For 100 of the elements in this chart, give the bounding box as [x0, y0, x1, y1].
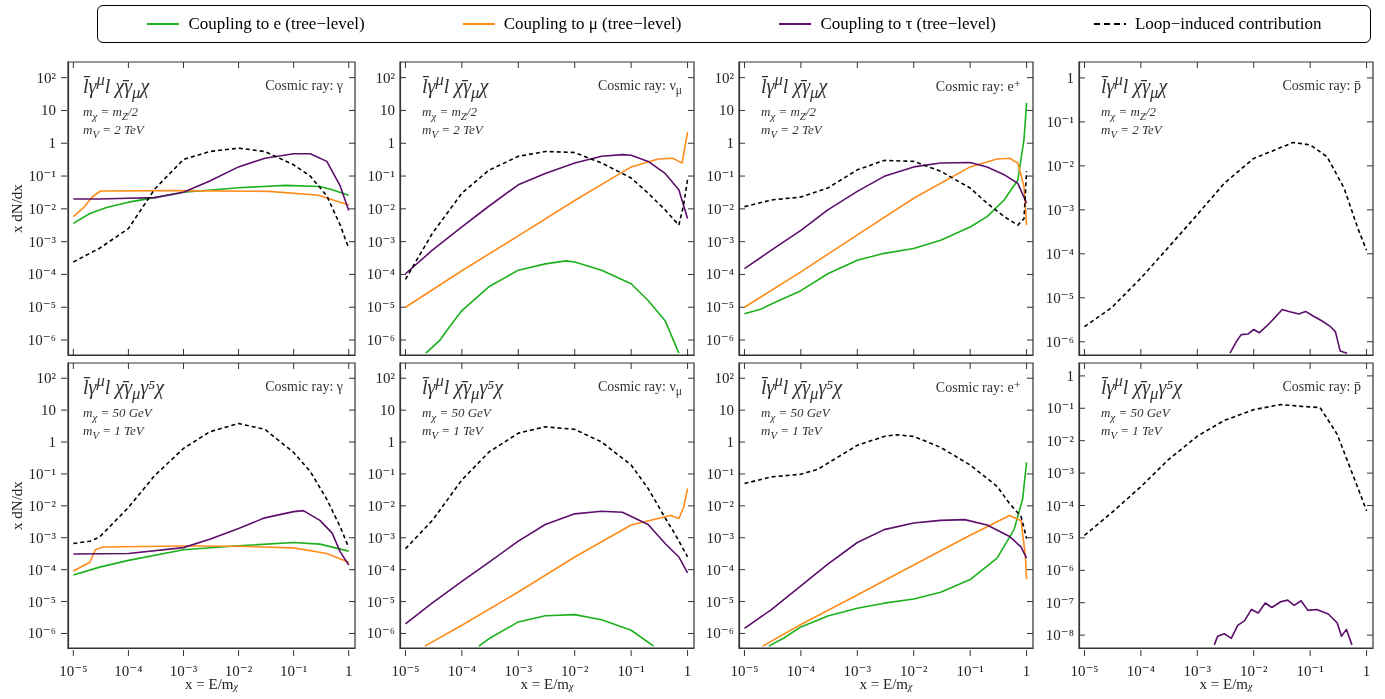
annotation: l̄γ$^{μ}$l χ̄γ$_{μ}$γ⁵χ	[761, 371, 843, 404]
y-tick-label: 10⁻⁶	[366, 625, 395, 642]
legend-label: Coupling to μ (tree−level)	[503, 14, 682, 34]
y-tick-label: 10⁻⁴	[705, 266, 734, 283]
y-tick-label: 10²	[36, 69, 57, 86]
y-tick-label: 10⁻³	[367, 529, 396, 546]
annotation: Cosmic ray: p̄	[1282, 379, 1361, 395]
y-tick-label: 10⁻²	[706, 497, 735, 514]
y-tick-label: 10⁻¹	[367, 465, 395, 482]
annotation: l̄γ$^{μ}$l χ̄γ$_{μ}$γ⁵χ	[422, 371, 504, 404]
y-tick-label: 10⁻³	[367, 233, 396, 250]
y-tick-label: 10⁻¹	[1046, 400, 1074, 417]
y-tick-label: 10	[719, 402, 734, 419]
annotation: m$_{χ}$ = 50 GeV	[761, 405, 830, 423]
y-tick-label: 10⁻⁵	[27, 593, 56, 610]
annotation: m$_{V}$ = 2 TeV	[422, 122, 483, 140]
annotation: l̄γ$^{μ}$l χ̄γ$_{μ}$χ	[422, 70, 489, 103]
y-tick-label: 10⁻⁴	[705, 561, 734, 578]
x-tick-label: 10⁻¹	[279, 662, 308, 679]
y-tick-label: 10⁻³	[1046, 201, 1075, 218]
y-tick-label: 1	[726, 135, 734, 152]
y-tick-label: 10	[719, 102, 734, 119]
y-tick-label: 10⁻³	[28, 233, 57, 250]
y-tick-label: 1	[48, 434, 56, 451]
y-tick-label: 10⁻⁶	[366, 332, 395, 349]
annotation: Cosmic ray: e⁺	[935, 379, 1021, 396]
y-tick-label: 10⁻⁶	[705, 625, 734, 642]
y-tick-label: 10⁻⁵	[705, 299, 734, 316]
x-tick-label: 10⁻⁵	[59, 662, 88, 679]
y-tick-label: 10⁻⁶	[1045, 562, 1074, 579]
y-tick-label: 10⁻⁴	[27, 266, 56, 283]
annotation: Cosmic ray: p̄	[1282, 78, 1361, 94]
y-tick-label: 10⁻⁸	[1045, 627, 1074, 644]
annotation: l̄γ$^{μ}$l χ̄γ$_{μ}$χ	[1101, 70, 1168, 103]
y-tick-label: 10⁻¹	[28, 168, 56, 185]
y-tick-label: 10⁻⁵	[1045, 529, 1074, 546]
annotation: m$_{χ}$ = m$_{Z}$/2	[761, 104, 816, 122]
annotation: m$_{χ}$ = 50 GeV	[422, 405, 491, 423]
annotation: Cosmic ray: ν$_{μ}$	[597, 379, 682, 398]
y-tick-label: 10⁻⁴	[366, 266, 395, 283]
y-tick-label: 10⁻¹	[1046, 113, 1074, 130]
annotation: Cosmic ray: ν$_{μ}$	[597, 78, 682, 97]
y-tick-label: 10	[41, 102, 56, 119]
y-tick-label: 10⁻²	[367, 200, 396, 217]
y-tick-label: 10⁻⁵	[27, 299, 56, 316]
annotation: m$_{V}$ = 1 TeV	[1101, 423, 1162, 441]
y-tick-label: 10⁻¹	[706, 465, 734, 482]
y-tick-label: 1	[387, 135, 395, 152]
y-tick-label: 10⁻¹	[706, 168, 734, 185]
annotation: m$_{χ}$ = m$_{Z}$/2	[83, 104, 138, 122]
legend-label: Loop−induced contribution	[1134, 14, 1322, 34]
x-tick-label: 10⁻¹	[617, 662, 645, 679]
y-tick-label: 10²	[714, 69, 735, 86]
y-tick-label: 10⁻⁴	[366, 561, 395, 578]
y-tick-label: 10⁻⁶	[27, 625, 56, 642]
annotation: Cosmic ray: γ	[265, 379, 343, 395]
x-tick-label: 1	[344, 662, 353, 679]
legend-label: Coupling to τ (tree−level)	[820, 14, 996, 34]
annotation: l̄γ$^{μ}$l χ̄γ$_{μ}$γ⁵χ	[83, 371, 165, 404]
y-tick-label: 10⁻²	[1046, 432, 1075, 449]
annotation: m$_{V}$ = 2 TeV	[83, 122, 144, 140]
x-tick-label: 1	[1362, 662, 1371, 679]
y-tick-label: 10⁻⁴	[1045, 497, 1074, 514]
y-tick-label: 1	[1066, 367, 1074, 384]
annotation: l̄γ$^{μ}$l χ̄γ$_{μ}$χ	[83, 70, 150, 103]
annotation: m$_{χ}$ = m$_{Z}$/2	[1101, 104, 1156, 122]
y-tick-label: 10²	[375, 69, 396, 86]
y-tick-label: 10⁻¹	[367, 168, 395, 185]
x-tick-label: 10⁻¹	[956, 662, 984, 679]
y-tick-label: 10⁻¹	[28, 465, 56, 482]
y-tick-label: 10	[380, 402, 395, 419]
y-axis-title: x dN/dx	[8, 480, 25, 530]
y-tick-label: 10⁻⁵	[1045, 289, 1074, 306]
x-tick-label: 10⁻⁴	[786, 662, 815, 679]
y-tick-label: 10⁻⁷	[1045, 594, 1074, 611]
y-tick-label: 10⁻³	[1046, 465, 1075, 482]
y-tick-label: 10²	[36, 370, 57, 387]
y-tick-label: 10²	[375, 370, 396, 387]
y-tick-label: 10⁻⁴	[1045, 245, 1074, 262]
legend-label: Coupling to e (tree−level)	[188, 14, 365, 34]
annotation: m$_{V}$ = 1 TeV	[761, 423, 822, 441]
y-tick-label: 1	[48, 135, 56, 152]
annotation: Cosmic ray: e⁺	[935, 78, 1021, 95]
annotation: m$_{V}$ = 2 TeV	[1101, 122, 1162, 140]
y-tick-label: 1	[726, 434, 734, 451]
annotation: m$_{χ}$ = m$_{Z}$/2	[422, 104, 477, 122]
y-tick-label: 10⁻²	[706, 200, 735, 217]
y-tick-label: 10⁻⁵	[705, 593, 734, 610]
y-tick-label: 10⁻⁴	[27, 561, 56, 578]
y-tick-label: 10⁻²	[28, 497, 57, 514]
annotation: m$_{χ}$ = 50 GeV	[83, 405, 152, 423]
y-tick-label: 10⁻²	[367, 497, 396, 514]
y-tick-label: 10⁻³	[706, 529, 735, 546]
x-tick-label: 10⁻⁴	[447, 662, 476, 679]
y-tick-label: 10	[380, 102, 395, 119]
annotation: m$_{χ}$ = 50 GeV	[1101, 405, 1170, 423]
y-tick-label: 10²	[714, 370, 735, 387]
y-tick-label: 1	[387, 434, 395, 451]
annotation: Cosmic ray: γ	[265, 78, 343, 94]
y-tick-label: 10⁻³	[706, 233, 735, 250]
